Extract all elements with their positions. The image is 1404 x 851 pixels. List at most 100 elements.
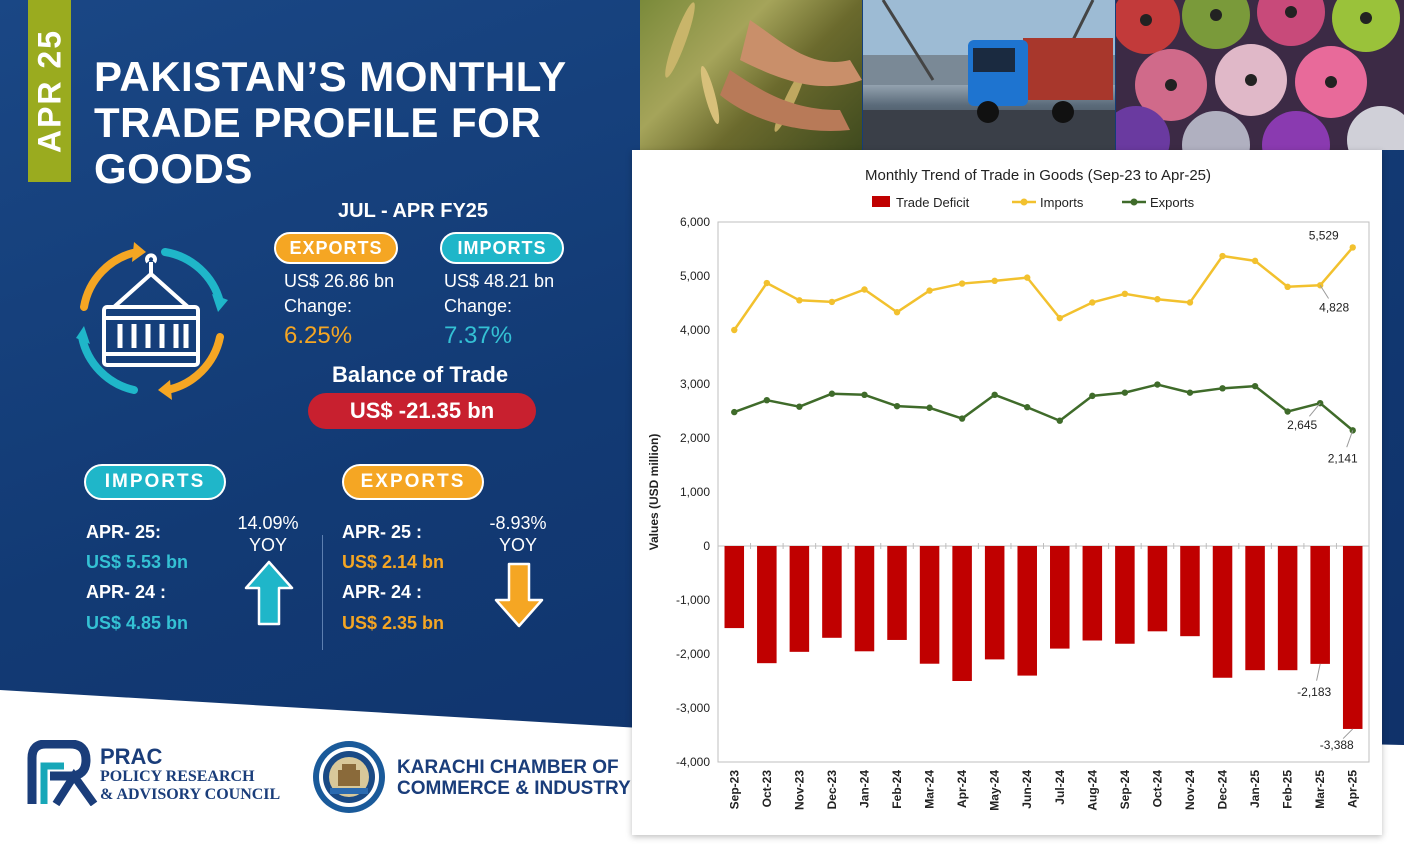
point-exports-sep-24	[1121, 389, 1129, 396]
y-tick-label: 4,000	[680, 323, 710, 337]
x-tick-label: Jan-24	[857, 770, 871, 808]
x-tick-label: Nov-23	[792, 770, 806, 810]
y-tick-label: -2,000	[676, 647, 710, 661]
summary-exports-change-label: Change:	[284, 296, 353, 316]
y-tick-label: -1,000	[676, 593, 710, 607]
bar-deficit-apr-25	[1342, 546, 1363, 729]
prac-line-2: & ADVISORY COUNCIL	[100, 786, 281, 803]
plot-frame	[717, 221, 1370, 763]
imports-previous-label: APR- 24 :	[86, 582, 167, 602]
point-imports-apr-24	[958, 280, 966, 287]
imports-yoy-label: YOY	[248, 535, 287, 555]
bar-deficit-feb-25	[1277, 546, 1298, 671]
rice-photo	[640, 0, 862, 150]
point-imports-jun-24	[1024, 274, 1031, 281]
x-tick-label: Mar-24	[923, 770, 937, 809]
bar-deficit-oct-23	[757, 546, 777, 664]
point-imports-dec-23	[828, 298, 836, 306]
bar-deficit-nov-23	[789, 546, 810, 652]
fabric-photo	[1116, 0, 1404, 150]
point-exports-feb-25	[1284, 408, 1291, 415]
point-exports-oct-24	[1154, 381, 1161, 388]
point-imports-nov-23	[796, 297, 803, 304]
point-exports-jan-25	[1251, 382, 1259, 390]
x-tick-label: Mar-25	[1313, 770, 1327, 809]
truck-photo	[863, 0, 1115, 150]
bar-deficit-mar-25	[1310, 546, 1330, 664]
point-imports-nov-24	[1186, 299, 1194, 306]
legend-marker-imports	[1020, 198, 1028, 206]
kcci-seal-icon	[313, 741, 385, 813]
point-exports-oct-23	[763, 397, 771, 404]
prac-abbr: PRAC	[100, 744, 163, 769]
prac-line-1: POLICY RESEARCH	[100, 768, 255, 785]
x-tick-label: Dec-23	[825, 770, 839, 810]
bar-deficit-feb-24	[887, 546, 907, 640]
bar-deficit-apr-24	[952, 546, 972, 681]
x-tick-label: Aug-24	[1085, 770, 1099, 811]
chart-card: Monthly Trend of Trade in Goods (Sep-23 …	[632, 150, 1382, 835]
bar-deficit-dec-24	[1212, 546, 1233, 678]
x-tick-label: Jan-25	[1248, 770, 1262, 808]
annotation-leader	[1316, 663, 1321, 681]
bar-deficit-jan-25	[1245, 546, 1265, 671]
y-axis-label: Values (USD million)	[647, 434, 661, 551]
point-exports-dec-23	[828, 390, 836, 397]
point-imports-may-24	[991, 277, 998, 285]
data-label: -3,388	[1320, 738, 1354, 752]
point-exports-sep-23	[731, 408, 738, 416]
exports-previous-label: APR- 24 :	[342, 582, 423, 602]
x-tick-label: Oct-24	[1150, 770, 1164, 808]
legend-label-trade-deficit: Trade Deficit	[896, 195, 970, 210]
point-exports-feb-24	[893, 402, 901, 410]
container-cycle-icon	[76, 242, 228, 400]
bar-deficit-sep-23	[724, 546, 745, 629]
point-exports-jun-24	[1024, 404, 1031, 411]
x-tick-label: Feb-24	[890, 770, 904, 809]
balance-label: Balance of Trade	[332, 362, 509, 387]
point-imports-sep-24	[1121, 290, 1129, 298]
month-tag: APR 25	[28, 0, 71, 182]
point-imports-jan-25	[1251, 257, 1259, 265]
bar-deficit-may-24	[984, 546, 1005, 660]
y-tick-label: -3,000	[676, 701, 710, 715]
kcci-line-1: KARACHI CHAMBER OF	[397, 757, 619, 778]
legend-label-imports: Imports	[1040, 195, 1084, 210]
column-divider	[322, 535, 323, 650]
y-tick-label: 6,000	[680, 215, 710, 229]
y-tick-label: 2,000	[680, 431, 710, 445]
y-tick-label: 1,000	[680, 485, 710, 499]
chart-title: Monthly Trend of Trade in Goods (Sep-23 …	[865, 167, 1211, 184]
annotation-leader	[1342, 728, 1354, 739]
y-tick-label: 0	[703, 539, 710, 553]
annotation-leader	[1319, 285, 1329, 299]
point-exports-jan-24	[861, 391, 868, 398]
imports-yoy-value: 14.09%	[237, 513, 299, 533]
x-tick-label: Jul-24	[1053, 770, 1067, 805]
x-tick-label: May-24	[988, 770, 1002, 811]
title-line-1: PAKISTAN’S MONTHLY	[94, 53, 567, 100]
title-line-2: TRADE PROFILE FOR	[94, 99, 542, 146]
x-tick-label: Apr-25	[1346, 770, 1360, 808]
summary-exports-pill: EXPORTS	[274, 232, 398, 264]
point-exports-aug-24	[1089, 392, 1096, 400]
exports-yoy-value: -8.93%	[489, 513, 547, 533]
point-imports-sep-23	[731, 326, 738, 334]
bar-deficit-oct-24	[1147, 546, 1168, 632]
point-imports-apr-25	[1349, 244, 1356, 251]
balance-value: US$ -21.35 bn	[308, 393, 536, 429]
imports-current-label: APR- 25:	[86, 522, 162, 542]
bar-deficit-jan-24	[854, 546, 875, 652]
point-imports-aug-24	[1089, 299, 1096, 306]
legend-label-exports: Exports	[1150, 195, 1195, 210]
point-exports-may-24	[991, 391, 998, 398]
month-tag-text: APR 25	[31, 28, 67, 154]
x-tick-label: Oct-23	[760, 770, 774, 808]
data-label: -2,183	[1297, 685, 1331, 699]
bar-deficit-jul-24	[1050, 546, 1070, 649]
point-imports-oct-23	[763, 279, 771, 287]
exports-yoy-label: YOY	[498, 535, 537, 555]
prac-logo-icon	[27, 740, 98, 806]
imports-previous-value: US$ 4.85 bn	[86, 613, 189, 633]
summary-exports-value: US$ 26.86 bn	[284, 271, 395, 291]
